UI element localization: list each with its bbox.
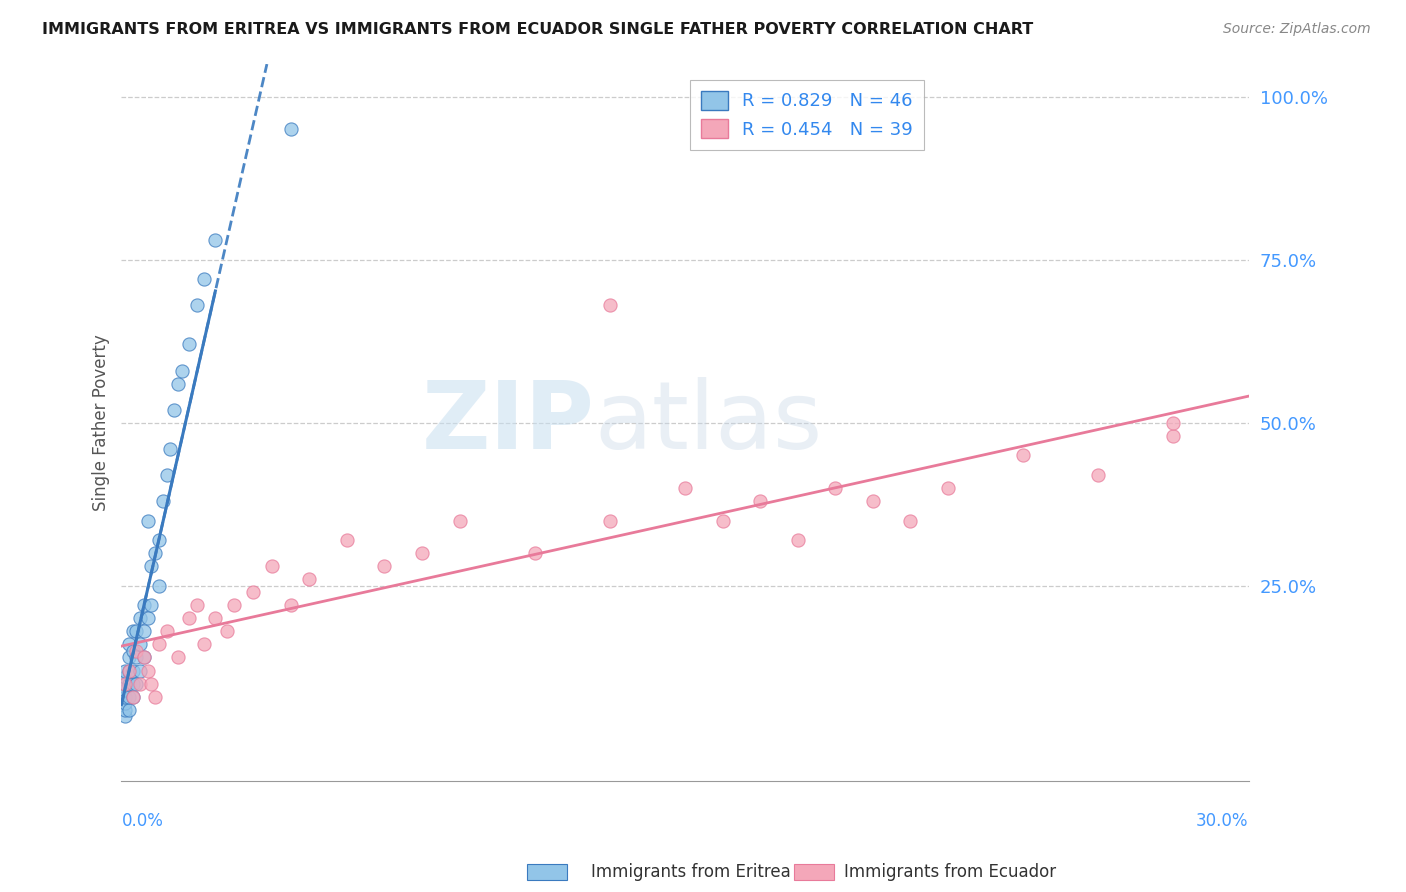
Point	[673, 481, 696, 495]
Point	[141, 559, 163, 574]
Point	[114, 709, 136, 723]
Text: atlas: atlas	[595, 376, 823, 468]
Point	[118, 664, 141, 678]
Point	[373, 559, 395, 574]
Point	[193, 272, 215, 286]
Point	[170, 363, 193, 377]
Point	[148, 533, 170, 547]
Text: ZIP: ZIP	[422, 376, 595, 468]
Point	[121, 690, 143, 704]
Point	[129, 637, 152, 651]
Point	[280, 122, 302, 136]
Point	[163, 402, 186, 417]
Point	[114, 703, 136, 717]
Point	[599, 298, 621, 312]
Point	[118, 637, 141, 651]
Text: Source: ZipAtlas.com: Source: ZipAtlas.com	[1223, 22, 1371, 37]
Point	[155, 624, 177, 639]
Point	[114, 696, 136, 710]
Point	[114, 676, 136, 690]
Point	[280, 599, 302, 613]
Point	[129, 676, 152, 690]
Point	[114, 690, 136, 704]
Point	[1163, 416, 1185, 430]
Text: Immigrants from Eritrea: Immigrants from Eritrea	[591, 863, 790, 881]
Text: Immigrants from Ecuador: Immigrants from Ecuador	[844, 863, 1056, 881]
Point	[121, 676, 143, 690]
Point	[298, 572, 321, 586]
Point	[132, 650, 155, 665]
Point	[141, 676, 163, 690]
Point	[121, 624, 143, 639]
Point	[152, 494, 174, 508]
Point	[449, 514, 471, 528]
Point	[523, 546, 546, 560]
Point	[114, 676, 136, 690]
Point	[177, 337, 200, 351]
Point	[1087, 467, 1109, 482]
Point	[186, 298, 208, 312]
Point	[132, 624, 155, 639]
Point	[186, 599, 208, 613]
Point	[177, 611, 200, 625]
Point	[143, 546, 166, 560]
Point	[118, 703, 141, 717]
Point	[411, 546, 433, 560]
Legend: R = 0.829   N = 46, R = 0.454   N = 39: R = 0.829 N = 46, R = 0.454 N = 39	[690, 80, 924, 150]
Point	[824, 481, 846, 495]
Point	[599, 514, 621, 528]
Point	[118, 676, 141, 690]
Point	[204, 233, 226, 247]
Point	[125, 650, 148, 665]
Point	[749, 494, 772, 508]
Point	[132, 599, 155, 613]
Point	[711, 514, 734, 528]
Point	[125, 676, 148, 690]
Point	[121, 690, 143, 704]
Point	[136, 664, 159, 678]
Point	[143, 690, 166, 704]
Point	[148, 637, 170, 651]
Point	[121, 664, 143, 678]
Point	[155, 467, 177, 482]
Point	[260, 559, 283, 574]
Point	[136, 611, 159, 625]
Point	[132, 650, 155, 665]
Point	[114, 670, 136, 684]
Point	[121, 644, 143, 658]
Point	[129, 611, 152, 625]
Point	[136, 514, 159, 528]
Text: 0.0%: 0.0%	[121, 812, 163, 830]
Point	[118, 664, 141, 678]
Point	[862, 494, 884, 508]
Point	[166, 650, 188, 665]
Text: 30.0%: 30.0%	[1197, 812, 1249, 830]
Point	[204, 611, 226, 625]
Point	[125, 624, 148, 639]
Point	[936, 481, 959, 495]
Y-axis label: Single Father Poverty: Single Father Poverty	[93, 334, 110, 511]
Point	[193, 637, 215, 651]
Text: IMMIGRANTS FROM ERITREA VS IMMIGRANTS FROM ECUADOR SINGLE FATHER POVERTY CORRELA: IMMIGRANTS FROM ERITREA VS IMMIGRANTS FR…	[42, 22, 1033, 37]
Point	[1163, 429, 1185, 443]
Point	[129, 664, 152, 678]
Point	[159, 442, 181, 456]
Point	[336, 533, 359, 547]
Point	[114, 664, 136, 678]
Point	[148, 579, 170, 593]
Point	[166, 376, 188, 391]
Point	[786, 533, 808, 547]
Point	[900, 514, 922, 528]
Point	[118, 690, 141, 704]
Point	[125, 644, 148, 658]
Point	[114, 683, 136, 698]
Point	[141, 599, 163, 613]
Point	[224, 599, 246, 613]
Point	[215, 624, 238, 639]
Point	[118, 650, 141, 665]
Point	[1012, 448, 1035, 462]
Point	[242, 585, 264, 599]
